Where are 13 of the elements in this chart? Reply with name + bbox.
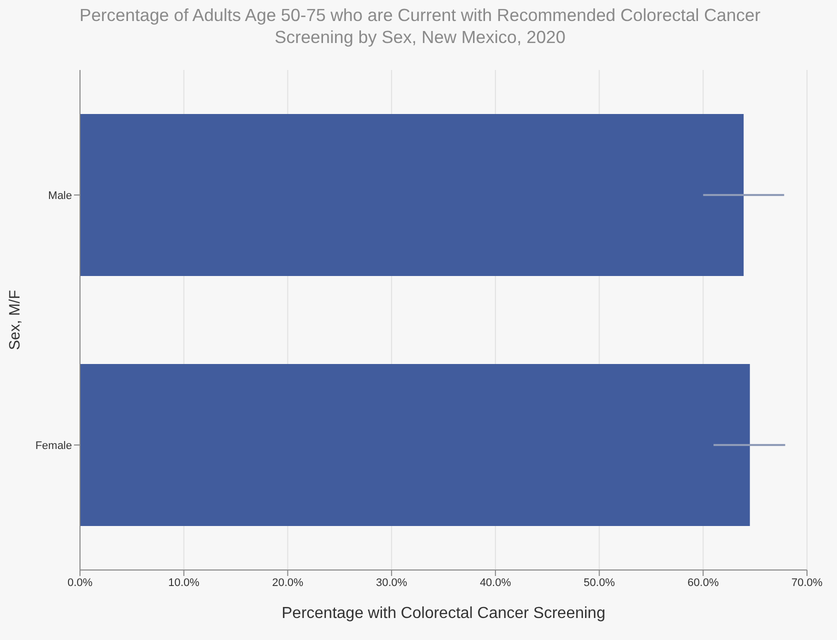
- y-tick-label: Female: [35, 440, 72, 452]
- chart-title: Percentage of Adults Age 50-75 who are Current with Recommended Colorectal Cancer Screening by Sex, New Mexico, 2020: [78, 4, 762, 48]
- x-tick-label: 20.0%: [272, 576, 304, 589]
- x-tick-label: 60.0%: [688, 576, 719, 589]
- y-tick-label: Male: [48, 190, 72, 202]
- x-tick-label: 0.0%: [67, 576, 93, 589]
- x-tick-label: 10.0%: [168, 576, 200, 589]
- x-tick-label: 70.0%: [791, 576, 823, 589]
- x-tick-label: 30.0%: [376, 576, 408, 589]
- x-tick-label: 50.0%: [584, 576, 616, 589]
- y-axis-title: Sex, M/F: [6, 290, 24, 350]
- x-tick-label: 40.0%: [480, 576, 512, 589]
- x-axis-title: Percentage with Colorectal Cancer Screening: [282, 605, 606, 622]
